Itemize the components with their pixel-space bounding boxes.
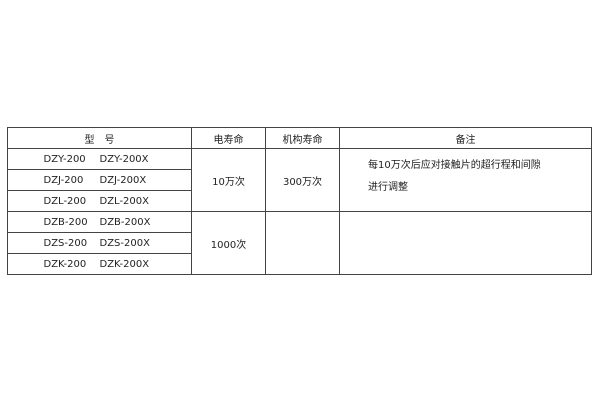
model-cell: DZS-200 DZS-200X (7, 232, 192, 254)
header-note: 备注 (339, 127, 592, 149)
header-electrical-life: 电寿命 (191, 127, 266, 149)
model-x: DZJ-200X (99, 174, 147, 186)
model-x: DZS-200X (99, 237, 150, 249)
note-line: 每10万次后应对接触片的超行程和间隙 (368, 160, 541, 171)
specs-table: 型 号 电寿命 机构寿命 备注 DZY-200 DZY-200X 10万次 300… (7, 127, 592, 275)
model-x: DZY-200X (99, 153, 149, 165)
header-row: 型 号 电寿命 机构寿命 备注 (7, 127, 592, 149)
model: DZJ-200 (43, 174, 84, 186)
model-x: DZK-200X (99, 258, 150, 270)
model: DZL-200 (43, 195, 87, 207)
model: DZB-200 (43, 216, 88, 228)
electrical-life: 10万次 (191, 148, 266, 212)
note (339, 211, 592, 275)
table-row: DZK-200 DZK-200X (7, 253, 592, 275)
model: DZY-200 (43, 153, 86, 165)
model-cell: DZB-200 DZB-200X (7, 211, 192, 233)
model-x: DZL-200X (99, 195, 150, 207)
note-line: 进行调整 (368, 182, 408, 193)
model: DZS-200 (43, 237, 88, 249)
mechanical-life: 300万次 (265, 148, 340, 212)
note: 每10万次后应对接触片的超行程和间隙 进行调整 (339, 148, 592, 212)
model-cell: DZJ-200 DZJ-200X (7, 169, 192, 191)
model-cell: DZL-200 DZL-200X (7, 190, 192, 212)
header-mechanical-life: 机构寿命 (265, 127, 340, 149)
table-row: DZB-200 DZB-200X 1000次 (7, 211, 592, 275)
table-row: DZY-200 DZY-200X 10万次 300万次 每10万次后应对接触片的超… (7, 148, 592, 212)
mechanical-life (265, 211, 340, 275)
header-model: 型 号 (7, 127, 192, 149)
model-cell: DZK-200 DZK-200X (7, 253, 192, 275)
electrical-life: 1000次 (191, 211, 266, 275)
model: DZK-200 (43, 258, 87, 270)
model-cell: DZY-200 DZY-200X (7, 148, 192, 170)
model-x: DZB-200X (99, 216, 151, 228)
